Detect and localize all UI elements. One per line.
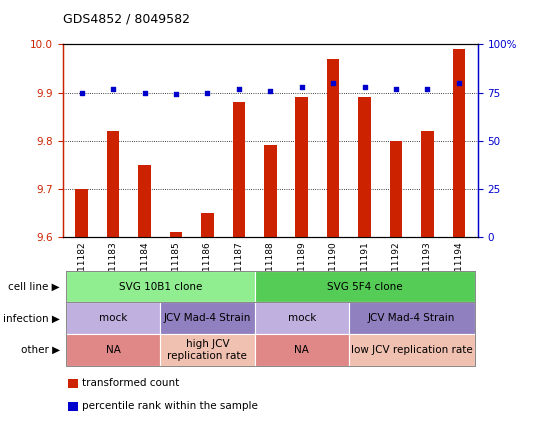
Point: [423, 85, 432, 92]
Text: SVG 5F4 clone: SVG 5F4 clone: [327, 282, 402, 291]
Text: infection ▶: infection ▶: [3, 313, 60, 323]
Text: JCV Mad-4 Strain: JCV Mad-4 Strain: [164, 313, 251, 323]
Point: [109, 85, 117, 92]
Text: percentile rank within the sample: percentile rank within the sample: [82, 401, 258, 411]
Bar: [264, 146, 277, 237]
Point: [78, 89, 86, 96]
Text: other ▶: other ▶: [21, 345, 60, 355]
Text: GDS4852 / 8049582: GDS4852 / 8049582: [63, 13, 190, 26]
Bar: [75, 189, 88, 237]
Bar: [233, 102, 245, 237]
Bar: [390, 141, 402, 237]
Text: JCV Mad-4 Strain: JCV Mad-4 Strain: [368, 313, 455, 323]
Text: low JCV replication rate: low JCV replication rate: [351, 345, 473, 355]
Point: [298, 83, 306, 90]
Text: NA: NA: [105, 345, 121, 355]
Point: [329, 80, 337, 86]
Bar: [358, 97, 371, 237]
Bar: [327, 59, 340, 237]
Text: transformed count: transformed count: [82, 378, 179, 388]
Point: [391, 85, 400, 92]
Point: [140, 89, 149, 96]
Bar: [295, 97, 308, 237]
Bar: [170, 232, 182, 237]
Text: mock: mock: [288, 313, 316, 323]
Bar: [107, 131, 120, 237]
Text: high JCV
replication rate: high JCV replication rate: [168, 339, 247, 361]
Text: cell line ▶: cell line ▶: [8, 282, 60, 291]
Point: [454, 80, 463, 86]
Bar: [201, 213, 213, 237]
Bar: [138, 165, 151, 237]
Point: [234, 85, 243, 92]
Point: [266, 87, 275, 94]
Text: NA: NA: [294, 345, 309, 355]
Text: mock: mock: [99, 313, 127, 323]
Point: [171, 91, 180, 98]
Bar: [421, 131, 434, 237]
Bar: [453, 49, 465, 237]
Point: [360, 83, 369, 90]
Text: SVG 10B1 clone: SVG 10B1 clone: [118, 282, 202, 291]
Point: [203, 89, 212, 96]
